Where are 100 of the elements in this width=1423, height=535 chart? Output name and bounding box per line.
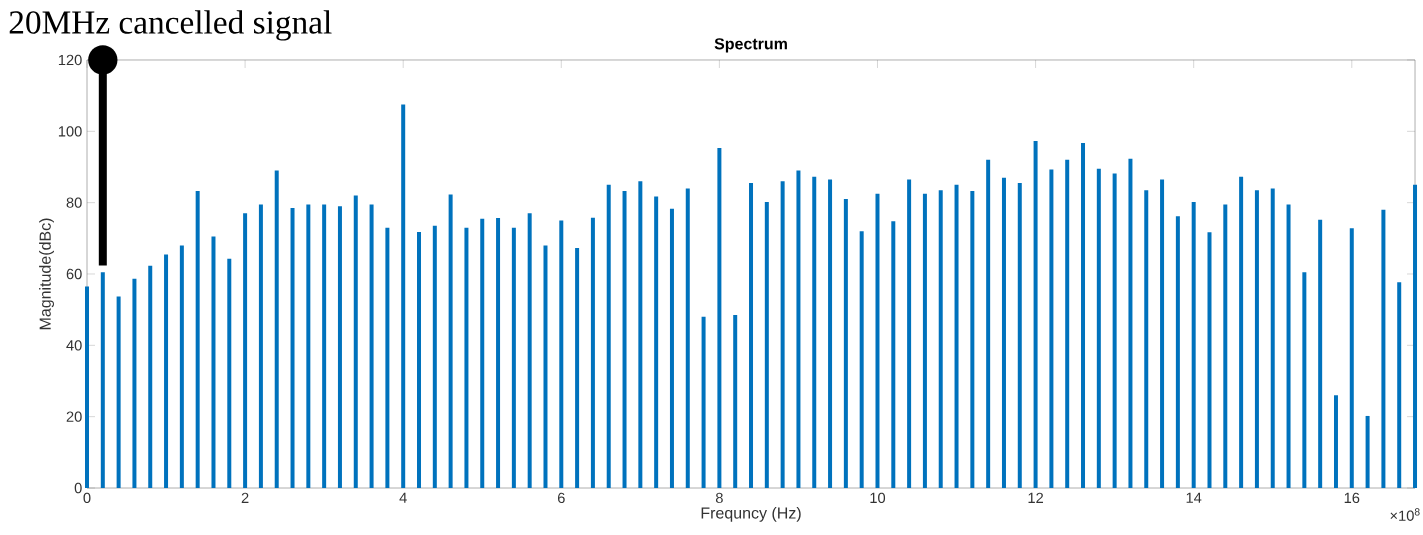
bar <box>1128 158 1133 488</box>
bar <box>385 227 390 488</box>
bar <box>1144 190 1149 488</box>
chart-title: Spectrum <box>714 38 787 53</box>
bar <box>1191 201 1196 488</box>
bar <box>1333 395 1338 488</box>
text: ×10$^{8}$ <box>1390 508 1420 521</box>
bar <box>764 201 769 488</box>
bar <box>780 181 785 488</box>
bar <box>100 272 105 488</box>
bar <box>891 221 896 488</box>
x-tick-label: 0 <box>83 492 91 504</box>
bar <box>1017 183 1022 488</box>
y-axis-title: Magnitude(dBc) <box>39 218 54 330</box>
bar <box>116 296 121 488</box>
x-tick-label: 16 <box>1344 492 1360 504</box>
x-tick-label: 14 <box>1186 492 1202 503</box>
y-tick-label: 120 <box>58 54 82 66</box>
bar <box>258 204 263 488</box>
bar <box>85 286 89 488</box>
bar <box>496 218 501 488</box>
x-tick-label: 4 <box>399 492 407 503</box>
bar <box>148 265 153 488</box>
bar <box>227 258 232 488</box>
bar <box>1096 168 1101 488</box>
bar <box>243 213 248 488</box>
bar <box>1286 204 1291 488</box>
y-tick-label: 40 <box>66 340 82 351</box>
bar <box>859 231 864 488</box>
bar <box>559 220 564 488</box>
annotation: 20MHz cancelled signal <box>9 10 332 41</box>
bar <box>290 208 295 488</box>
bar <box>1033 140 1038 488</box>
bar <box>1365 415 1370 488</box>
x-tick-label: 12 <box>1028 492 1044 503</box>
bar <box>1223 204 1228 488</box>
bar <box>369 204 374 488</box>
bar <box>511 227 516 488</box>
bar <box>669 208 674 488</box>
bar <box>401 104 406 488</box>
bar <box>622 190 627 488</box>
bar <box>132 278 137 488</box>
bar <box>875 193 880 488</box>
bar <box>1207 232 1212 488</box>
bar <box>543 245 548 488</box>
bar <box>606 184 611 488</box>
bar <box>353 195 358 488</box>
bar <box>828 179 833 488</box>
bar <box>907 179 912 488</box>
bar <box>1065 159 1070 488</box>
y-tick-label: 60 <box>66 268 82 280</box>
bar <box>685 188 690 488</box>
bar <box>1160 179 1165 488</box>
bar <box>322 204 327 488</box>
bar <box>1049 169 1054 488</box>
bar <box>464 227 469 488</box>
bar <box>1318 219 1323 488</box>
bar <box>179 245 184 488</box>
bar <box>527 213 532 488</box>
bar <box>717 148 722 488</box>
bar <box>749 183 754 488</box>
x-tick-label: 10 <box>870 492 886 504</box>
bar <box>590 217 595 488</box>
bar <box>938 190 943 488</box>
bar <box>638 181 643 488</box>
y-tick-label: 0 <box>74 482 82 494</box>
y-tick-label: 20 <box>66 411 82 422</box>
y-tick-label: 100 <box>58 126 82 137</box>
bar <box>954 184 959 488</box>
bar <box>1001 177 1006 488</box>
bar <box>164 254 169 488</box>
bar <box>986 159 991 488</box>
bar <box>796 170 801 488</box>
bar <box>1413 184 1418 488</box>
bar <box>1349 228 1354 488</box>
bar <box>432 225 437 488</box>
bar <box>1381 209 1386 488</box>
bar <box>1397 282 1402 488</box>
bar <box>1175 216 1180 488</box>
bar <box>1302 272 1307 488</box>
x-tick-label: 8 <box>715 492 723 504</box>
x-axis-title: Frequncy (Hz) <box>701 506 801 522</box>
x-tick-label: 6 <box>557 492 565 504</box>
bar <box>211 236 216 488</box>
bar <box>195 190 200 488</box>
bar <box>1239 176 1244 488</box>
y-tick-label: 80 <box>66 197 82 208</box>
x-tick-label: 2 <box>241 492 249 503</box>
bar <box>970 190 975 488</box>
bar <box>417 231 422 488</box>
bar <box>306 204 311 488</box>
bar <box>843 199 848 488</box>
bar <box>1112 173 1117 488</box>
bar <box>1270 188 1275 488</box>
bar <box>480 218 485 488</box>
bar <box>575 247 580 488</box>
bar <box>812 176 817 488</box>
bar <box>1254 190 1259 488</box>
bar <box>448 194 453 488</box>
bar <box>701 316 706 488</box>
